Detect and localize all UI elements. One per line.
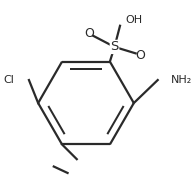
- Text: NH₂: NH₂: [171, 75, 192, 85]
- Text: O: O: [84, 27, 94, 40]
- Text: S: S: [110, 40, 119, 53]
- Text: Cl: Cl: [3, 75, 14, 85]
- Text: O: O: [135, 49, 145, 62]
- Text: OH: OH: [125, 15, 143, 25]
